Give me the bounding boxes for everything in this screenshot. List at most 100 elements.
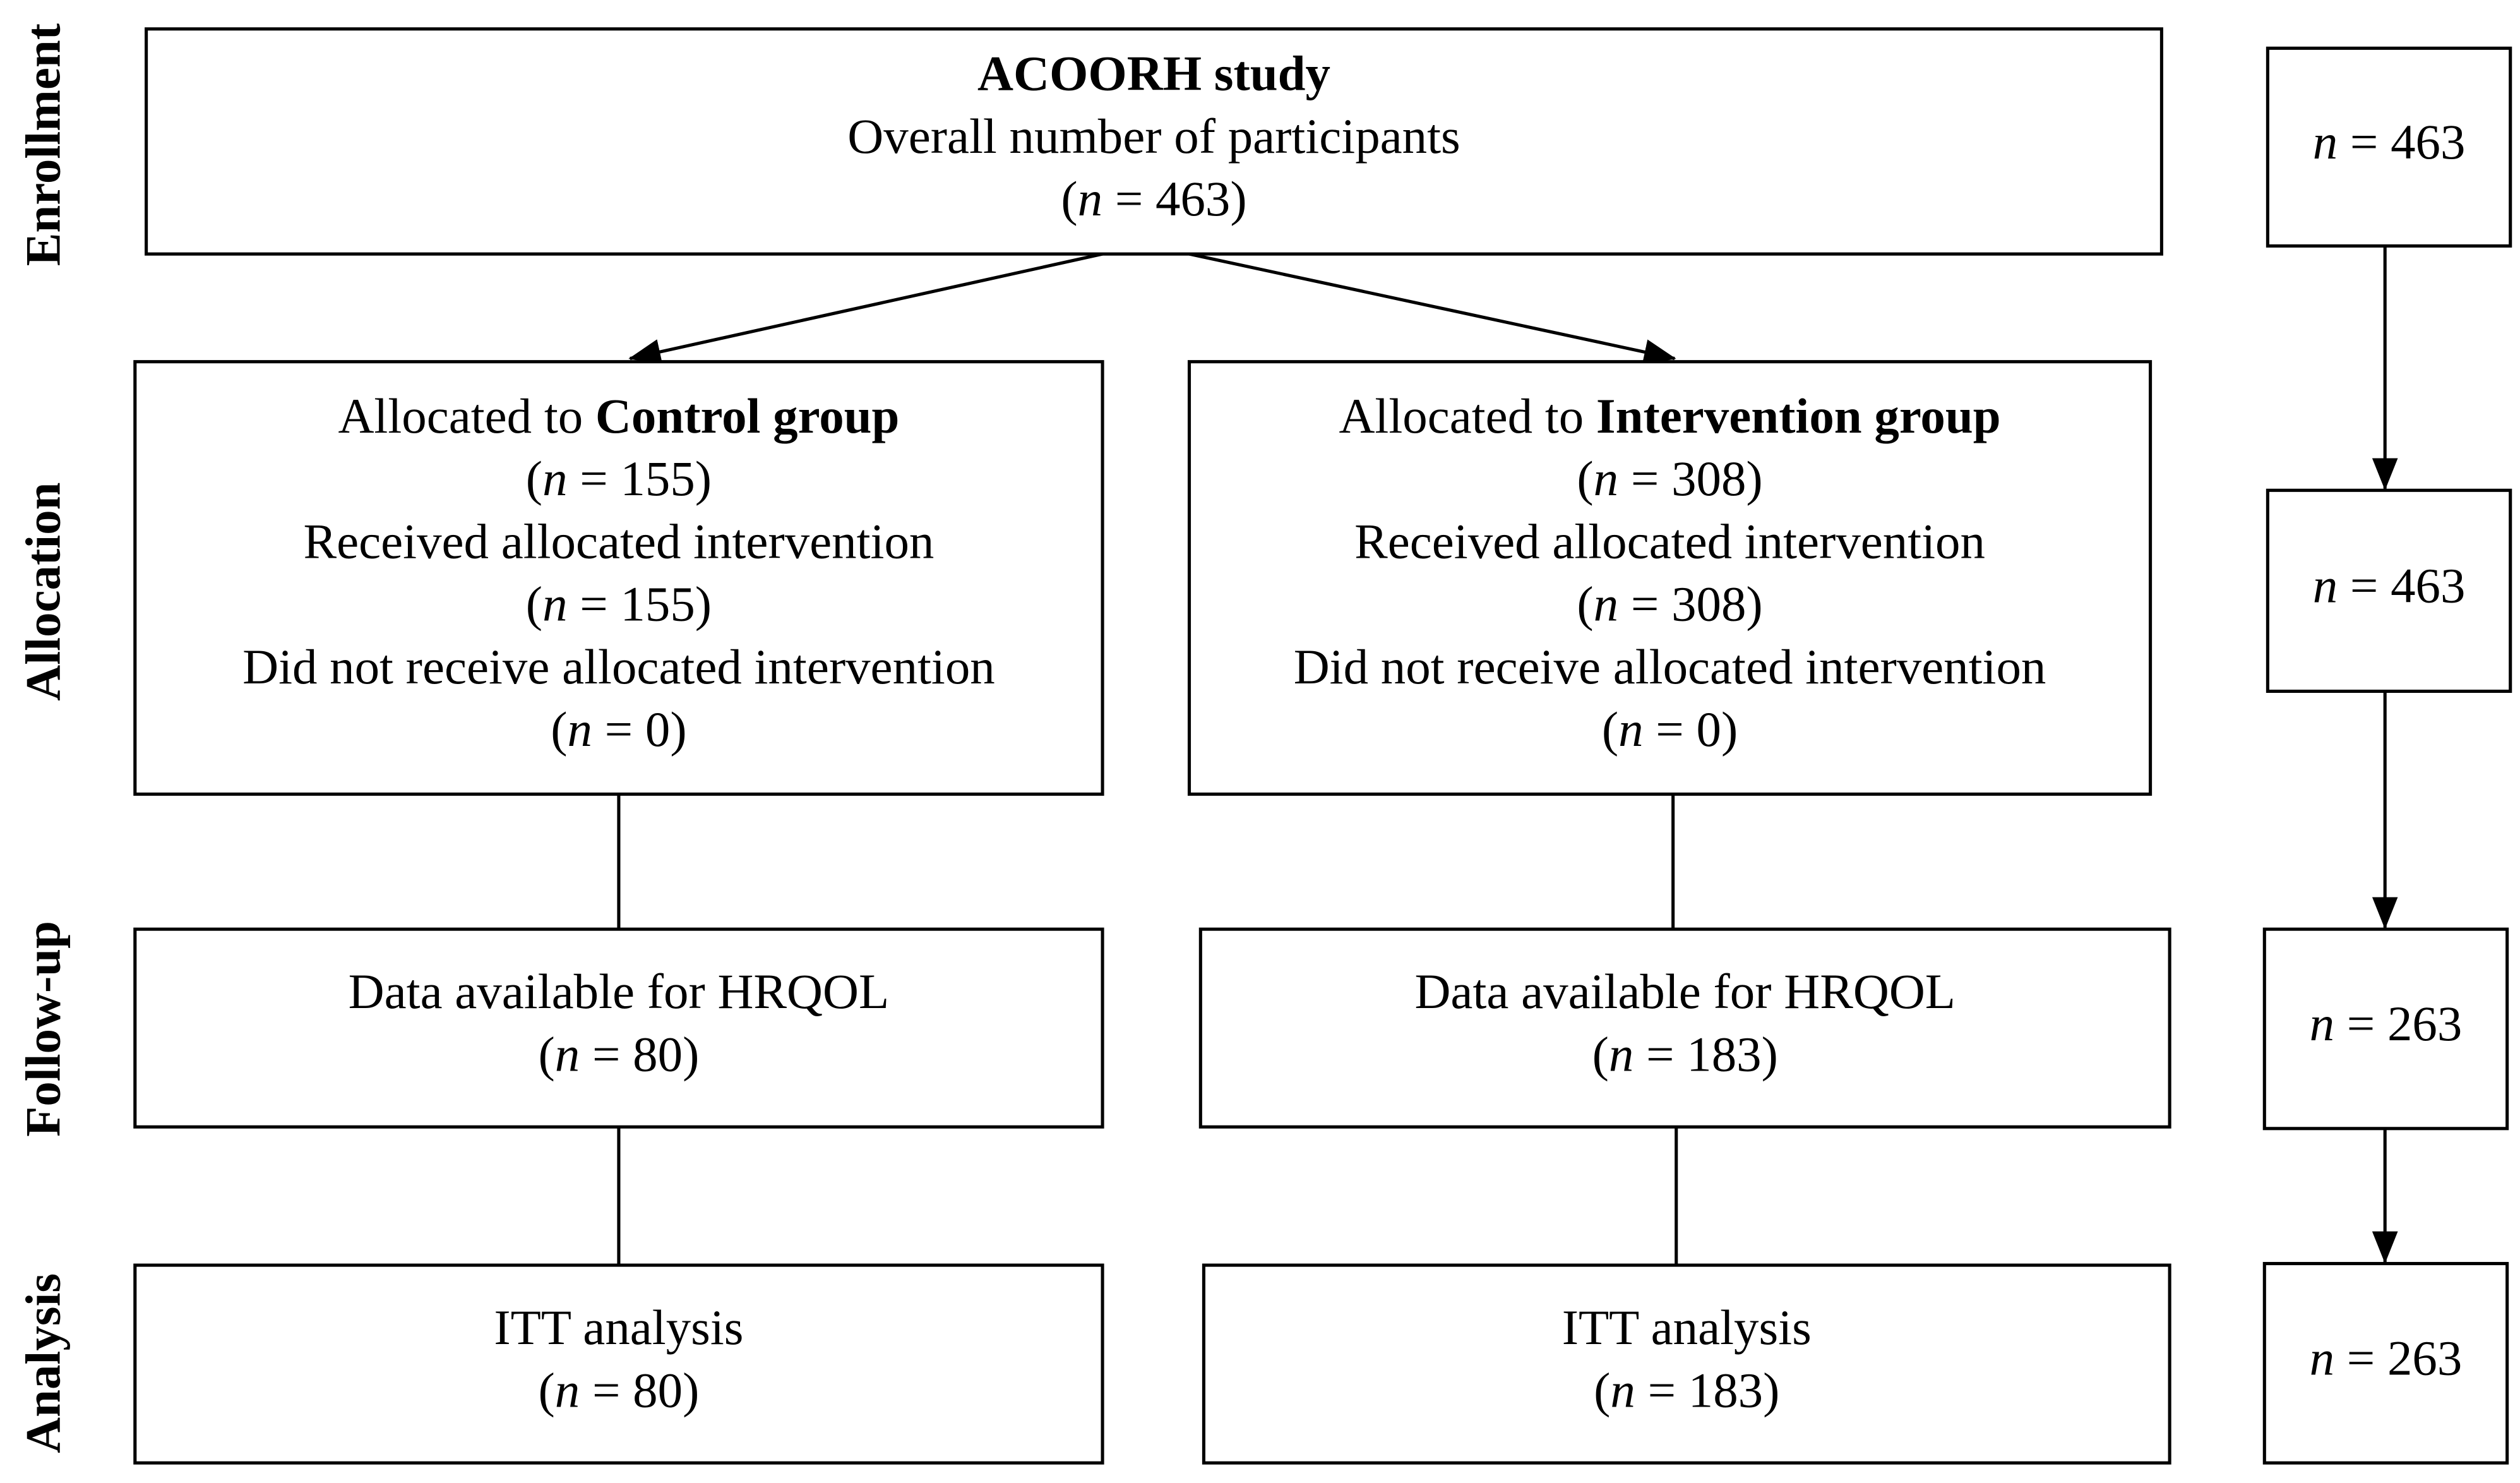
box-line: (n = 0) — [551, 702, 686, 757]
box: Data available for HRQOL (n = 183) — [1198, 927, 2171, 1129]
text-segment: ( — [539, 1363, 555, 1418]
box-line: ITT analysis — [494, 1300, 743, 1355]
text-segment: Control group — [595, 389, 899, 444]
text-segment: = 463 — [2338, 115, 2465, 170]
stage-label: Enrollment — [16, 23, 71, 266]
text-segment: Overall number of participants — [847, 109, 1460, 164]
text-segment: ITT analysis — [494, 1300, 743, 1355]
text-segment: n — [2313, 115, 2338, 170]
box-line: ITT analysis — [1562, 1300, 1812, 1355]
box: ITT analysis (n = 183) — [1202, 1263, 2171, 1465]
text-segment: Intervention group — [1596, 389, 2001, 444]
text-segment: n — [2310, 997, 2334, 1052]
text-segment: Allocated to — [1339, 389, 1596, 444]
box-frame — [133, 1263, 1104, 1465]
box: n = 463 — [2266, 46, 2512, 248]
connectors — [617, 246, 2398, 1266]
box-line: Data available for HRQOL — [349, 964, 890, 1019]
box-frame — [145, 27, 2163, 256]
box: n = 463 — [2266, 488, 2512, 693]
text-segment: = 183) — [1633, 1027, 1778, 1082]
box-line: (n = 308) — [1577, 452, 1762, 507]
text-segment: = 183) — [1635, 1363, 1780, 1418]
box-frame — [1202, 1263, 2171, 1465]
box-line: Received allocated intervention — [304, 514, 935, 569]
box-line: (n = 0) — [1602, 702, 1738, 757]
stage-label: Allocation — [16, 483, 71, 701]
box-line: (n = 80) — [539, 1363, 700, 1418]
text-segment: n — [542, 577, 567, 632]
text-segment: Did not receive allocated intervention — [1294, 640, 2046, 695]
text-segment: n — [1609, 1027, 1633, 1082]
box-frame — [2262, 1262, 2509, 1465]
text-segment: n — [1078, 172, 1102, 227]
text-segment: ( — [526, 577, 542, 632]
text-segment: Data available for HRQOL — [1414, 964, 1956, 1019]
text-segment: ( — [526, 452, 542, 507]
text-segment: ( — [1602, 702, 1618, 757]
box-line: (n = 183) — [1592, 1027, 1778, 1082]
text-segment: ( — [1594, 1363, 1610, 1418]
box-line: n = 263 — [2310, 1331, 2463, 1386]
box-line: (n = 155) — [526, 577, 712, 632]
text-segment: ACOORH study — [977, 47, 1330, 102]
box: n = 263 — [2262, 927, 2509, 1131]
box: Data available for HRQOL (n = 80) — [133, 927, 1104, 1129]
text-segment: Did not receive allocated intervention — [242, 640, 995, 695]
text-segment: Received allocated intervention — [304, 514, 935, 569]
text-segment: = 263 — [2334, 997, 2462, 1052]
text-segment: n — [2310, 1331, 2334, 1386]
text-segment: n — [1594, 577, 1618, 632]
text-segment: ( — [1577, 577, 1593, 632]
box-line: Data available for HRQOL — [1414, 964, 1956, 1019]
text-segment: = 308) — [1618, 452, 1763, 507]
box-line: (n = 308) — [1577, 577, 1762, 632]
box-frame — [1198, 927, 2171, 1129]
box-line: Overall number of participants — [847, 109, 1460, 164]
text-segment: = 155) — [568, 577, 712, 632]
box-line: n = 463 — [2313, 115, 2466, 170]
text-segment: Allocated to — [338, 389, 595, 444]
box-line: (n = 183) — [1594, 1363, 1779, 1418]
box-frame — [2262, 927, 2509, 1131]
text-segment: = 0) — [1644, 702, 1738, 757]
box-frame — [133, 360, 1104, 796]
box-line: (n = 155) — [526, 452, 712, 507]
box-line: Allocated to Intervention group — [1339, 389, 2000, 444]
box-line: (n = 80) — [539, 1027, 700, 1082]
box-line: n = 263 — [2310, 997, 2463, 1052]
text-segment: n — [1610, 1363, 1635, 1418]
text-segment: n — [1618, 702, 1643, 757]
text-segment: = 463 — [2338, 558, 2465, 613]
box-line: Received allocated intervention — [1354, 514, 1985, 569]
text-segment: = 308) — [1618, 577, 1763, 632]
box-line: (n = 463) — [1061, 172, 1246, 227]
text-segment: = 263 — [2334, 1331, 2462, 1386]
text-segment: = 80) — [580, 1363, 699, 1418]
text-segment: n — [1594, 452, 1618, 507]
text-segment: ( — [551, 702, 567, 757]
box-frame — [133, 927, 1104, 1129]
box-line: Did not receive allocated intervention — [242, 640, 995, 695]
text-segment: = 463) — [1102, 172, 1247, 227]
text-segment: n — [555, 1027, 580, 1082]
stage-label: Analysis — [16, 1273, 71, 1453]
arrow — [1188, 252, 1676, 365]
text-segment: ( — [1061, 172, 1077, 227]
box: n = 263 — [2262, 1262, 2509, 1465]
box-line: n = 463 — [2313, 558, 2466, 613]
text-segment: n — [2313, 558, 2338, 613]
text-segment: ( — [1592, 1027, 1609, 1082]
box-frame — [2266, 46, 2512, 248]
text-segment: n — [568, 702, 592, 757]
text-segment: n — [555, 1363, 580, 1418]
text-segment: = 0) — [592, 702, 687, 757]
text-segment: ( — [539, 1027, 555, 1082]
box: Allocated to Control group(n = 155)Recei… — [133, 360, 1104, 796]
box: ACOORH study Overall number of participan… — [145, 27, 2163, 256]
text-segment: ITT analysis — [1562, 1300, 1812, 1355]
text-segment: Received allocated intervention — [1354, 514, 1985, 569]
text-segment: = 155) — [568, 452, 712, 507]
